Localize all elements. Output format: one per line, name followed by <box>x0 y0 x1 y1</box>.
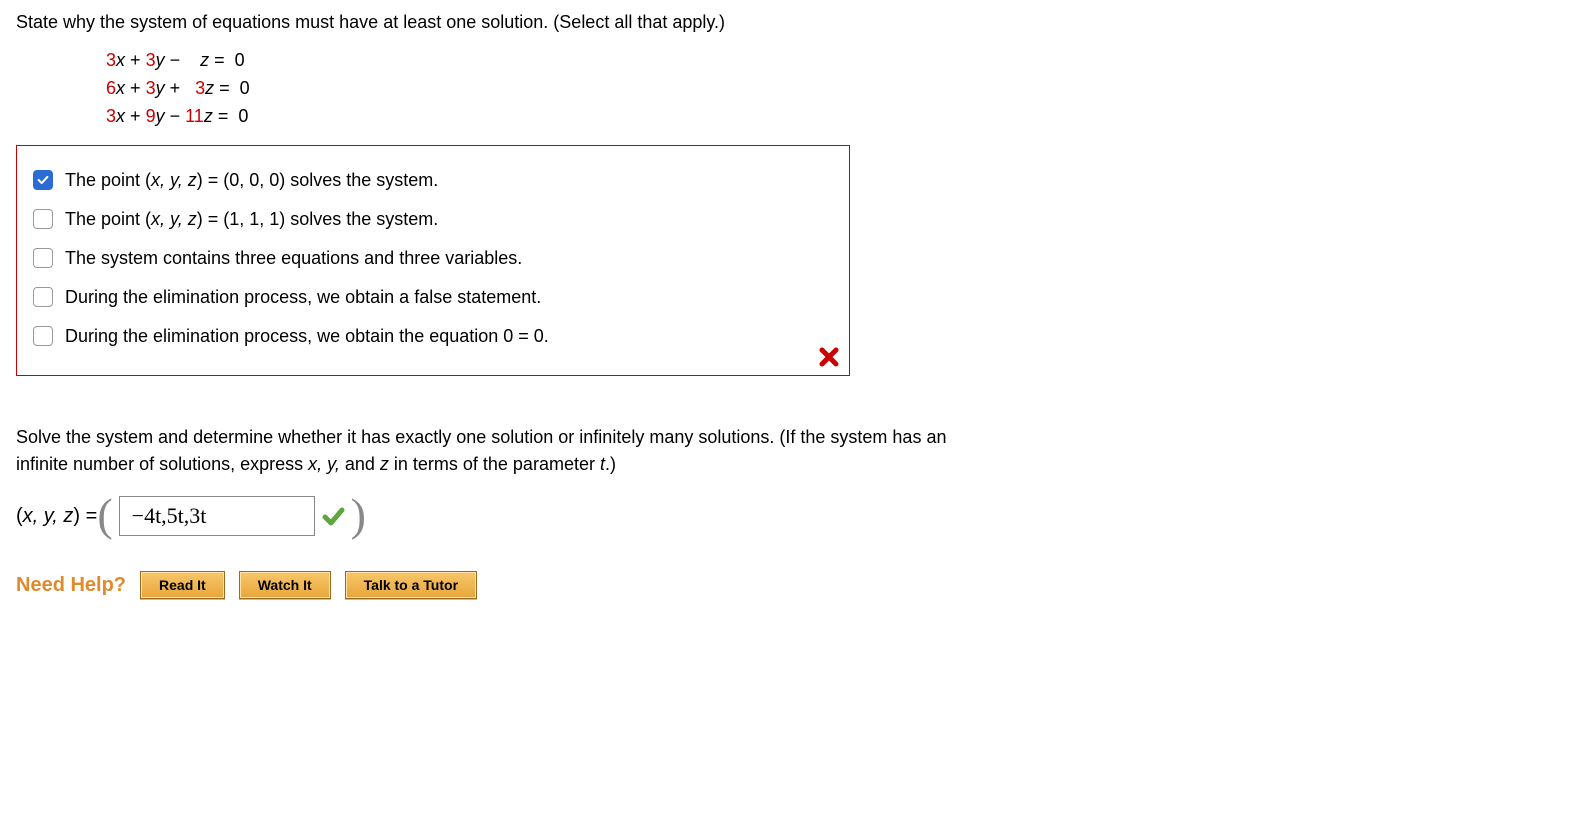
equation-row: 3x + 3y − z = 0 <box>106 47 1580 75</box>
left-paren: ( <box>97 494 112 535</box>
choice-label: The point (x, y, z) = (0, 0, 0) solves t… <box>65 170 438 191</box>
checkbox[interactable] <box>33 287 53 307</box>
correct-icon <box>321 504 345 528</box>
choice-label: During the elimination process, we obtai… <box>65 326 549 347</box>
equation-row: 6x + 3y + 3z = 0 <box>106 75 1580 103</box>
checkbox[interactable] <box>33 170 53 190</box>
multiple-choice-box: The point (x, y, z) = (0, 0, 0) solves t… <box>16 145 850 376</box>
part2-prompt: Solve the system and determine whether i… <box>16 424 1580 478</box>
checkbox[interactable] <box>33 326 53 346</box>
need-help-label: Need Help? <box>16 574 126 597</box>
answer-line: (x, y, z) = ( −4t,5t,3t ) <box>16 496 1580 537</box>
question-prompt: State why the system of equations must h… <box>16 12 1580 33</box>
checkbox[interactable] <box>33 248 53 268</box>
watch-it-button[interactable]: Watch It <box>239 571 331 599</box>
choice-row[interactable]: The system contains three equations and … <box>33 248 833 269</box>
equation-system: 3x + 3y − z = 0 6x + 3y + 3z = 0 3x + 9y… <box>106 47 1580 131</box>
equation-row: 3x + 9y − 11z = 0 <box>106 103 1580 131</box>
answer-lhs: (x, y, z) = <box>16 505 97 528</box>
right-paren: ) <box>351 494 366 535</box>
need-help-row: Need Help? Read It Watch It Talk to a Tu… <box>16 571 1580 599</box>
answer-input[interactable]: −4t,5t,3t <box>119 496 315 536</box>
choice-row[interactable]: During the elimination process, we obtai… <box>33 326 833 347</box>
choice-row[interactable]: During the elimination process, we obtai… <box>33 287 833 308</box>
choice-row[interactable]: The point (x, y, z) = (0, 0, 0) solves t… <box>33 170 833 191</box>
incorrect-icon <box>817 345 841 369</box>
checkbox[interactable] <box>33 209 53 229</box>
choice-label: The system contains three equations and … <box>65 248 522 269</box>
read-it-button[interactable]: Read It <box>140 571 225 599</box>
choice-label: The point (x, y, z) = (1, 1, 1) solves t… <box>65 209 438 230</box>
choice-label: During the elimination process, we obtai… <box>65 287 541 308</box>
talk-to-tutor-button[interactable]: Talk to a Tutor <box>345 571 477 599</box>
choice-row[interactable]: The point (x, y, z) = (1, 1, 1) solves t… <box>33 209 833 230</box>
